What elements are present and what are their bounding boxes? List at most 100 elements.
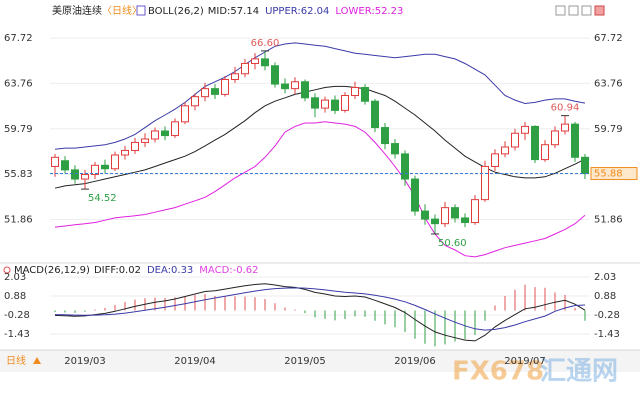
candle-body xyxy=(141,138,149,143)
candle-body xyxy=(231,73,239,80)
candle-body xyxy=(491,153,499,167)
icon[interactable] xyxy=(581,5,592,16)
candle-body xyxy=(171,121,179,137)
last-price-box xyxy=(590,167,638,181)
candle-body xyxy=(221,78,229,95)
y-tick-label: 67.72 xyxy=(594,33,623,44)
candle-body xyxy=(311,97,319,109)
low-label: 54.52 xyxy=(88,193,117,204)
high-label: 66.60 xyxy=(251,38,280,49)
y-tick-label: -1.43 xyxy=(594,329,620,340)
toolbar-icons xyxy=(555,5,605,16)
candle-body xyxy=(61,160,69,171)
watermark-brand: FX678 xyxy=(452,357,544,387)
candle-body xyxy=(431,218,439,225)
candle-body xyxy=(411,178,419,212)
candle-body xyxy=(91,164,99,175)
candle-body xyxy=(381,127,389,145)
settings-icon xyxy=(3,266,11,274)
candle-body xyxy=(111,154,119,170)
legend-entry: LOWER:52.23 xyxy=(335,6,403,17)
period-button-arrow[interactable] xyxy=(33,357,41,364)
candle-body xyxy=(251,58,259,64)
legend-entry: MID:57.14 xyxy=(208,6,259,17)
period-button[interactable]: 日线 xyxy=(6,354,26,367)
candle-body xyxy=(191,96,199,107)
x-tick-label: 2019/03 xyxy=(64,356,106,367)
indicator-name: MACD(26,12,9) xyxy=(14,265,90,276)
x-tick-label: 2019/06 xyxy=(394,356,436,367)
boll-line xyxy=(54,42,586,150)
candle-body xyxy=(561,123,569,132)
y-tick-label: 67.72 xyxy=(4,33,33,44)
candle-body xyxy=(351,87,359,97)
candle-body xyxy=(501,146,509,155)
candle-body xyxy=(151,130,159,140)
time-axis-band xyxy=(0,350,640,372)
y-tick-label: -1.43 xyxy=(4,329,30,340)
y-tick-label: 59.79 xyxy=(594,124,623,135)
legend-entry: DIFF:0.02 xyxy=(94,265,141,276)
candle-body xyxy=(261,58,269,67)
macd-line xyxy=(54,283,586,342)
candle-body xyxy=(481,165,489,201)
candle-body xyxy=(81,173,89,180)
chart-title: 美原油连续 xyxy=(52,4,102,17)
y-tick-label: 63.76 xyxy=(4,78,33,89)
boll-line xyxy=(54,121,586,258)
y-tick-label: 59.79 xyxy=(4,124,33,135)
icon[interactable] xyxy=(594,5,605,16)
legend-entry: UPPER:62.04 xyxy=(265,6,329,17)
period-label: 〈日线〉 xyxy=(102,4,142,17)
candle-body xyxy=(341,95,349,111)
candle-body xyxy=(551,130,559,146)
x-tick-label: 2019/05 xyxy=(284,356,326,367)
candle-body xyxy=(421,210,429,220)
candle-body xyxy=(451,207,459,219)
icon[interactable] xyxy=(555,5,566,16)
icon[interactable] xyxy=(568,5,579,16)
y-tick-label: 63.76 xyxy=(594,78,623,89)
high-label: 60.94 xyxy=(551,103,580,114)
x-tick-label: 2019/04 xyxy=(174,356,216,367)
candle-body xyxy=(541,144,549,161)
candle-body xyxy=(51,156,59,167)
candle-body xyxy=(321,99,329,109)
candle-body xyxy=(161,130,169,137)
indicator-name: BOLL(26,2) xyxy=(148,6,204,17)
candle-body xyxy=(121,149,129,156)
candle-body xyxy=(461,217,469,224)
y-tick-label: 51.86 xyxy=(594,215,623,226)
macd-legend: MACD(26,12,9) DIFF:0.02 DEA:0.33 MACD:-0.62 xyxy=(14,265,259,276)
candle-body xyxy=(331,99,339,111)
y-tick-label: 0.88 xyxy=(4,291,26,302)
candle-body xyxy=(441,207,449,225)
candle-body xyxy=(301,81,309,99)
candle-body xyxy=(281,83,289,90)
boll-line xyxy=(54,85,586,189)
candle-body xyxy=(101,164,109,170)
indicator-legend: BOLL(26,2) MID:57.14 UPPER:62.04 LOWER:52.2… xyxy=(148,6,403,17)
candle-body xyxy=(521,125,529,134)
candle-body xyxy=(181,105,189,123)
candle-body xyxy=(581,156,589,175)
candle-body xyxy=(511,132,519,148)
candle-body xyxy=(271,65,279,85)
x-tick-label: 2019/07 xyxy=(504,356,546,367)
last-price-label: 55.88 xyxy=(594,169,623,180)
y-tick-label: 55.83 xyxy=(4,169,33,180)
y-tick-label: 51.86 xyxy=(4,215,33,226)
candle-body xyxy=(401,153,409,180)
candle-body xyxy=(211,88,219,95)
candle-body xyxy=(71,169,79,180)
header: 美原油连续〈日线〉 xyxy=(52,4,142,17)
legend-entry: MACD:-0.62 xyxy=(199,265,258,276)
y-tick-label: 0.88 xyxy=(594,291,616,302)
candle-body xyxy=(571,123,579,158)
indicator-icon xyxy=(136,5,146,16)
candle-body xyxy=(201,88,209,98)
candle-body xyxy=(531,125,539,161)
